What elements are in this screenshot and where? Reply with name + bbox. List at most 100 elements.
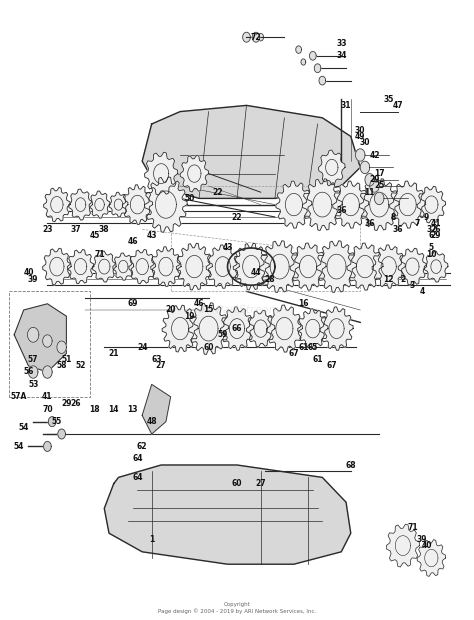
Polygon shape: [302, 179, 342, 231]
Polygon shape: [129, 249, 155, 284]
Text: 43: 43: [146, 231, 157, 240]
Text: 18: 18: [90, 405, 100, 414]
Text: 11: 11: [365, 188, 375, 197]
Text: 26: 26: [71, 399, 81, 407]
Text: 65: 65: [308, 343, 318, 352]
Text: 49: 49: [355, 132, 365, 141]
Text: 41: 41: [42, 392, 53, 401]
Polygon shape: [310, 51, 316, 60]
Polygon shape: [43, 366, 52, 378]
Polygon shape: [347, 243, 383, 290]
Polygon shape: [317, 241, 356, 293]
Text: 48: 48: [146, 417, 157, 426]
Text: ARI PartStream: ARI PartStream: [194, 305, 280, 315]
Polygon shape: [356, 149, 365, 161]
Text: 69: 69: [128, 299, 138, 308]
Text: 36: 36: [393, 225, 403, 234]
Text: 54: 54: [18, 423, 29, 432]
Polygon shape: [142, 105, 360, 198]
Text: 42: 42: [369, 151, 380, 159]
Text: 1: 1: [149, 535, 155, 544]
Text: 46: 46: [128, 237, 138, 246]
Text: 13: 13: [128, 405, 138, 414]
Polygon shape: [151, 247, 181, 286]
Polygon shape: [386, 524, 419, 567]
Text: 61: 61: [298, 343, 309, 352]
Text: 10: 10: [426, 250, 437, 259]
Polygon shape: [417, 186, 446, 223]
Polygon shape: [28, 366, 38, 378]
Polygon shape: [243, 32, 250, 42]
Text: 19: 19: [184, 312, 195, 321]
Text: 46: 46: [194, 299, 204, 308]
Text: 22: 22: [232, 213, 242, 221]
Text: 45: 45: [90, 231, 100, 240]
Polygon shape: [374, 192, 384, 205]
Polygon shape: [176, 243, 212, 290]
Text: 24: 24: [137, 343, 147, 352]
Text: 53: 53: [28, 380, 38, 389]
Text: 21: 21: [109, 349, 119, 358]
Polygon shape: [370, 180, 379, 192]
Text: 70: 70: [42, 405, 53, 414]
Text: 57: 57: [28, 355, 38, 364]
Text: 20: 20: [165, 306, 176, 314]
Text: 26: 26: [431, 225, 441, 234]
Polygon shape: [319, 76, 326, 85]
Polygon shape: [220, 307, 254, 350]
Text: 4: 4: [419, 287, 425, 296]
Text: 28: 28: [265, 275, 275, 283]
Text: 58: 58: [56, 361, 67, 370]
Text: 52: 52: [75, 361, 86, 370]
Text: 68: 68: [346, 461, 356, 469]
Polygon shape: [104, 465, 351, 564]
Polygon shape: [48, 417, 56, 427]
Polygon shape: [417, 539, 446, 577]
Text: 16: 16: [298, 299, 309, 308]
Text: 36: 36: [365, 219, 375, 228]
Text: 29: 29: [369, 175, 380, 184]
Polygon shape: [424, 251, 448, 282]
Polygon shape: [372, 245, 405, 288]
Polygon shape: [162, 305, 198, 352]
Text: 30: 30: [355, 126, 365, 135]
Text: 6: 6: [428, 231, 434, 240]
Polygon shape: [14, 304, 66, 372]
Text: 2: 2: [400, 275, 406, 283]
Text: 5: 5: [429, 244, 434, 252]
Polygon shape: [314, 64, 321, 73]
Text: 43: 43: [222, 244, 233, 252]
Text: 64: 64: [132, 473, 143, 482]
Polygon shape: [27, 327, 39, 342]
Text: 44: 44: [251, 268, 261, 277]
Text: 35: 35: [383, 95, 394, 104]
Text: 60: 60: [203, 343, 214, 352]
Polygon shape: [142, 384, 171, 434]
Polygon shape: [246, 310, 275, 347]
Text: 25: 25: [374, 182, 384, 190]
Text: 40: 40: [23, 268, 34, 277]
Text: 55: 55: [52, 417, 62, 426]
Text: 60: 60: [232, 479, 242, 488]
Polygon shape: [122, 185, 153, 224]
Text: 63: 63: [151, 355, 162, 364]
Polygon shape: [180, 155, 209, 192]
Text: 22: 22: [213, 188, 223, 197]
Polygon shape: [67, 249, 94, 284]
Bar: [171, 186, 360, 291]
Polygon shape: [252, 32, 260, 42]
Polygon shape: [189, 303, 228, 355]
Text: 71: 71: [407, 523, 418, 531]
Text: 39: 39: [28, 275, 38, 283]
Text: 29: 29: [431, 231, 441, 240]
Polygon shape: [44, 187, 70, 222]
Text: 47: 47: [393, 101, 403, 110]
Polygon shape: [43, 248, 71, 285]
Text: 15: 15: [203, 306, 214, 314]
Text: 17: 17: [374, 169, 384, 178]
Polygon shape: [296, 46, 301, 53]
Text: 61: 61: [312, 355, 323, 364]
Text: 67: 67: [289, 349, 299, 358]
Text: 71: 71: [94, 250, 105, 259]
Text: 23: 23: [42, 225, 53, 234]
